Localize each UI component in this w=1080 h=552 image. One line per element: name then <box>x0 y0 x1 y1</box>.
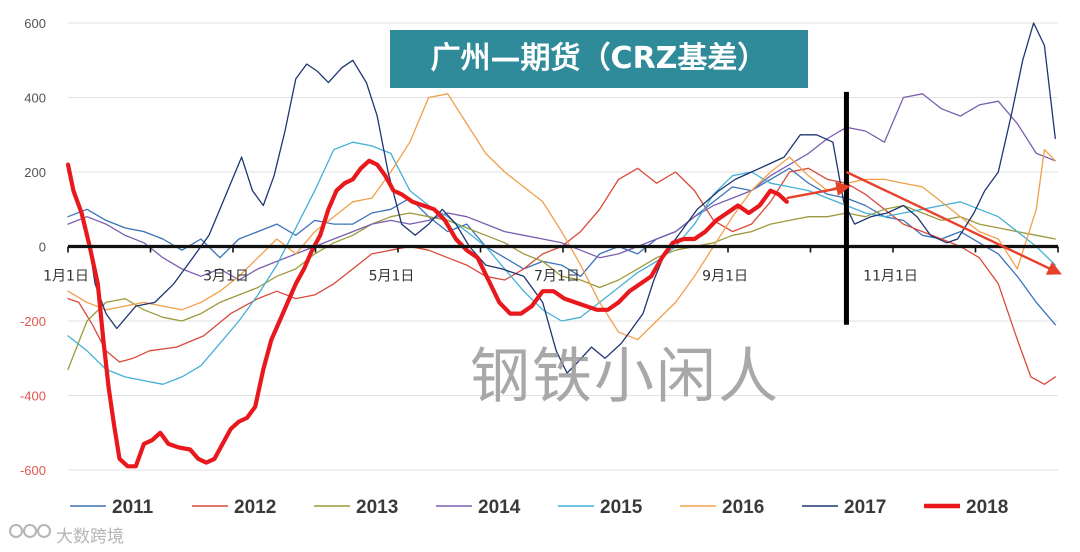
legend-label-2018: 2018 <box>966 497 1008 518</box>
legend-label-2017: 2017 <box>844 497 886 518</box>
series-line-2013 <box>67 204 1056 371</box>
x-tick-label: 5月1日 <box>369 269 415 285</box>
y-tick-label: 200 <box>24 165 46 180</box>
x-tick-label: 11月1日 <box>863 269 918 285</box>
legend-label-2013: 2013 <box>356 497 398 518</box>
brand-logo: 大数跨境 <box>8 520 124 547</box>
legend-label-2012: 2012 <box>234 497 276 518</box>
series-line-2016 <box>67 93 1056 341</box>
legend-label-2014: 2014 <box>478 497 521 518</box>
y-tick-label: 600 <box>24 16 46 31</box>
logo-text: 大数跨境 <box>56 527 124 547</box>
y-tick-label: -400 <box>20 389 46 404</box>
legend-label-2011: 2011 <box>112 497 154 518</box>
legend: 2011 2012 2013 2014 2015 2016 2017 2018 <box>70 497 1008 518</box>
chart-title-box: 广州—期货（CRZ基差） <box>390 30 808 88</box>
series-line-2012 <box>67 167 1056 385</box>
y-tick-label: 0 <box>39 240 46 255</box>
series-line-2018 <box>65 158 789 469</box>
x-tick-label: 1月1日 <box>43 269 89 285</box>
logo-icon <box>8 520 52 547</box>
legend-label-2015: 2015 <box>600 497 643 518</box>
x-tick-label: 3月1日 <box>203 269 249 285</box>
x-tick-label: 9月1日 <box>702 269 748 285</box>
chart-title: 广州—期货（CRZ基差） <box>430 41 768 76</box>
y-tick-label: -600 <box>20 463 46 478</box>
x-axis: 1月1日 3月1日 5月1日 7月1日 9月1日 11月1日 <box>43 246 1059 285</box>
y-tick-label: 400 <box>24 91 46 106</box>
series-line-2015 <box>67 141 1056 385</box>
watermark-text: 钢铁小闲人 <box>470 342 780 412</box>
series-line-2017 <box>67 22 1056 374</box>
y-axis: 600 400 200 0 -200 -400 -600 <box>20 16 46 478</box>
y-tick-label: -200 <box>20 314 46 329</box>
legend-label-2016: 2016 <box>722 497 764 518</box>
series-line-2014 <box>67 93 1056 281</box>
gridlines <box>68 22 1058 471</box>
short-arrow <box>786 181 851 200</box>
annotations <box>786 91 1062 325</box>
x-tick-label: 7月1日 <box>534 269 580 285</box>
long-arrow <box>845 170 1062 275</box>
